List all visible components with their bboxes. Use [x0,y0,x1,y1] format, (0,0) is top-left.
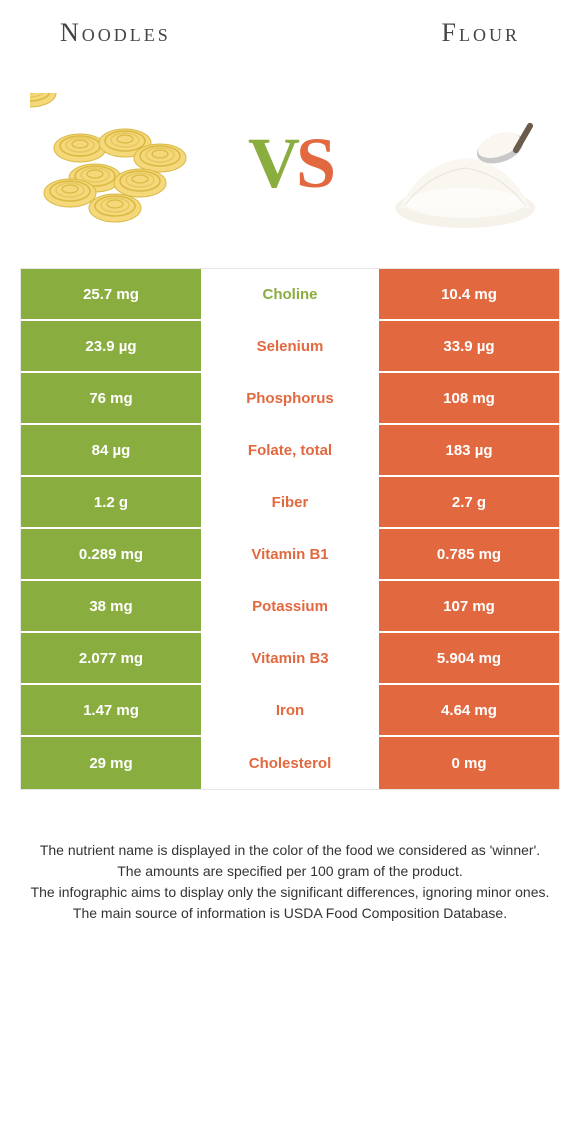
table-row: 84 µgFolate, total183 µg [21,425,559,477]
footer-notes: The nutrient name is displayed in the co… [30,840,550,924]
cell-right-value: 10.4 mg [379,269,559,319]
cell-nutrient-name: Cholesterol [201,737,379,789]
table-row: 29 mgCholesterol0 mg [21,737,559,789]
comparison-table: 25.7 mgCholine10.4 mg23.9 µgSelenium33.9… [20,268,560,790]
cell-right-value: 183 µg [379,425,559,475]
cell-left-value: 1.2 g [21,477,201,527]
table-row: 38 mgPotassium107 mg [21,581,559,633]
title-left: Noodles [60,18,171,48]
vs-s: S [296,123,332,203]
cell-left-value: 25.7 mg [21,269,201,319]
cell-nutrient-name: Selenium [201,321,379,371]
cell-nutrient-name: Choline [201,269,379,319]
vs-label: VS [248,122,332,205]
cell-nutrient-name: Potassium [201,581,379,631]
cell-left-value: 84 µg [21,425,201,475]
cell-right-value: 108 mg [379,373,559,423]
table-row: 23.9 µgSelenium33.9 µg [21,321,559,373]
cell-right-value: 4.64 mg [379,685,559,735]
cell-right-value: 107 mg [379,581,559,631]
cell-left-value: 1.47 mg [21,685,201,735]
cell-nutrient-name: Vitamin B3 [201,633,379,683]
table-row: 0.289 mgVitamin B10.785 mg [21,529,559,581]
hero-row: VS [0,48,580,268]
footer-line: The main source of information is USDA F… [30,903,550,924]
cell-nutrient-name: Iron [201,685,379,735]
vs-v: V [248,123,296,203]
cell-right-value: 5.904 mg [379,633,559,683]
cell-left-value: 38 mg [21,581,201,631]
flour-icon [380,93,550,233]
table-row: 1.2 gFiber2.7 g [21,477,559,529]
footer-line: The nutrient name is displayed in the co… [30,840,550,861]
table-row: 76 mgPhosphorus108 mg [21,373,559,425]
cell-left-value: 29 mg [21,737,201,789]
cell-left-value: 2.077 mg [21,633,201,683]
cell-left-value: 76 mg [21,373,201,423]
noodles-icon [30,93,200,233]
title-row: Noodles Flour [0,0,580,48]
title-right: Flour [442,18,520,48]
cell-left-value: 23.9 µg [21,321,201,371]
cell-right-value: 2.7 g [379,477,559,527]
table-row: 1.47 mgIron4.64 mg [21,685,559,737]
table-row: 25.7 mgCholine10.4 mg [21,269,559,321]
cell-nutrient-name: Phosphorus [201,373,379,423]
cell-nutrient-name: Vitamin B1 [201,529,379,579]
cell-nutrient-name: Fiber [201,477,379,527]
footer-line: The amounts are specified per 100 gram o… [30,861,550,882]
cell-nutrient-name: Folate, total [201,425,379,475]
table-row: 2.077 mgVitamin B35.904 mg [21,633,559,685]
cell-right-value: 0 mg [379,737,559,789]
cell-left-value: 0.289 mg [21,529,201,579]
cell-right-value: 33.9 µg [379,321,559,371]
cell-right-value: 0.785 mg [379,529,559,579]
footer-line: The infographic aims to display only the… [30,882,550,903]
